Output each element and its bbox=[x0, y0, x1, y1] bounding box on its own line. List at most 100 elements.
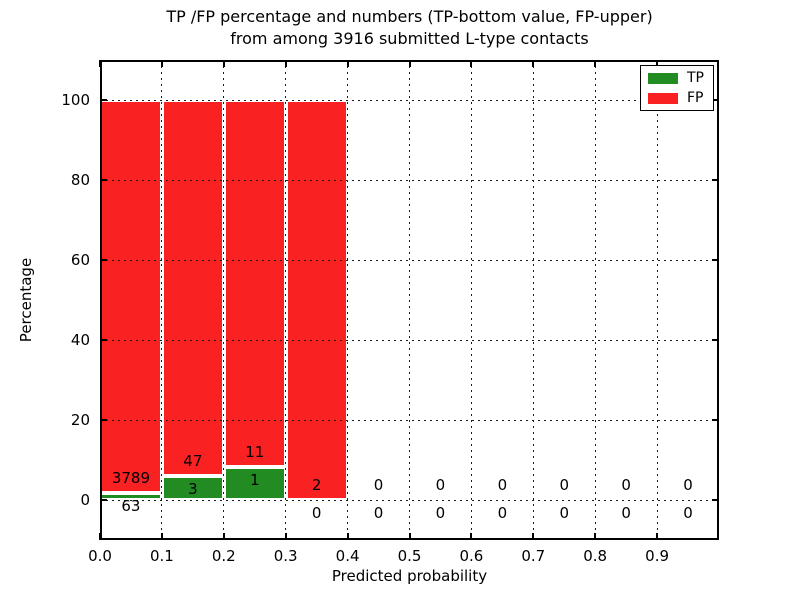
x-tick-label: 0.3 bbox=[273, 547, 298, 565]
y-tick-label: 40 bbox=[70, 331, 90, 349]
horizontal-gridline bbox=[100, 419, 719, 421]
x-tick-label: 0.6 bbox=[459, 547, 484, 565]
chart-title-line2: from among 3916 submitted L-type contact… bbox=[230, 29, 589, 48]
y-tick-mark-right bbox=[712, 179, 719, 181]
x-tick-label: 0.1 bbox=[149, 547, 174, 565]
x-tick-mark-bottom bbox=[284, 533, 287, 540]
bar-value-labels-layer: 3789 63 47 3 11 1 2 0 0 0 0 0 0 0 0 0 0 0 0 0 bbox=[100, 60, 719, 540]
fp-count-label: 0 bbox=[497, 476, 508, 494]
x-tick-mark-top bbox=[284, 60, 287, 67]
legend-item-tp: TP bbox=[648, 71, 704, 85]
x-tick-mark-top bbox=[160, 60, 163, 67]
chart-title-line1: TP /FP percentage and numbers (TP-bottom… bbox=[166, 7, 653, 26]
tp-count-label: 0 bbox=[621, 504, 631, 522]
fp-bar-segment bbox=[223, 100, 286, 467]
y-tick-label: 0 bbox=[80, 491, 90, 509]
y-axis-label: Percentage bbox=[17, 257, 35, 343]
legend-label-tp: TP bbox=[687, 70, 704, 86]
tp-count-label: 0 bbox=[559, 504, 570, 522]
x-tick-label: 0.9 bbox=[645, 547, 670, 565]
y-tick-label: 20 bbox=[70, 411, 90, 429]
tp-count-label: 0 bbox=[311, 504, 322, 522]
x-tick-mark-top bbox=[408, 60, 411, 67]
x-tick-mark-top bbox=[594, 60, 597, 67]
tp-count-label: 0 bbox=[373, 504, 384, 522]
x-tick-mark-bottom bbox=[222, 533, 225, 540]
fp-count-label: 0 bbox=[621, 476, 631, 494]
bars-layer bbox=[100, 60, 719, 540]
x-tick-mark-bottom bbox=[656, 533, 659, 540]
vertical-gridline bbox=[532, 60, 534, 540]
y-tick-mark-right bbox=[712, 339, 719, 341]
y-tick-mark-left bbox=[100, 499, 107, 501]
legend-swatch-tp bbox=[648, 72, 678, 84]
y-tick-mark-left bbox=[100, 99, 107, 101]
y-tick-mark-right bbox=[712, 419, 719, 421]
chart-title: TP /FP percentage and numbers (TP-bottom… bbox=[100, 6, 719, 50]
x-tick-label: 0.0 bbox=[88, 547, 112, 565]
y-tick-mark-left bbox=[100, 419, 107, 421]
horizontal-gridline bbox=[100, 179, 719, 181]
y-tick-label: 80 bbox=[70, 171, 90, 189]
vertical-gridline bbox=[285, 60, 287, 540]
tp-bar-segment bbox=[223, 466, 286, 500]
x-tick-mark-bottom bbox=[532, 533, 535, 540]
horizontal-gridline bbox=[100, 339, 719, 341]
tp-count-label: 0 bbox=[683, 504, 693, 522]
y-tick-mark-left bbox=[100, 339, 107, 341]
legend-item-fp: FP bbox=[648, 91, 704, 105]
fp-bar-segment bbox=[100, 100, 162, 494]
y-tick-mark-right bbox=[712, 499, 719, 501]
vertical-gridline bbox=[161, 60, 163, 540]
x-tick-mark-top bbox=[470, 60, 473, 67]
gridlines-layer bbox=[100, 60, 719, 540]
vertical-gridline bbox=[594, 60, 596, 540]
fp-count-label: 47 bbox=[183, 452, 203, 470]
x-tick-label: 0.2 bbox=[211, 547, 236, 565]
vertical-gridline bbox=[409, 60, 410, 540]
vertical-gridline bbox=[347, 60, 349, 540]
fp-bar-segment bbox=[161, 100, 224, 476]
legend-swatch-fp bbox=[648, 92, 678, 104]
tp-count-label: 0 bbox=[435, 504, 446, 522]
vertical-gridline bbox=[223, 60, 225, 540]
horizontal-gridline bbox=[100, 499, 719, 501]
x-axis-label: Predicted probability bbox=[331, 567, 488, 585]
tp-count-label: 3 bbox=[188, 480, 198, 498]
fp-count-label: 0 bbox=[559, 476, 570, 494]
fp-count-label: 3789 bbox=[111, 469, 151, 488]
fp-count-label: 0 bbox=[373, 476, 384, 494]
vertical-gridline bbox=[470, 60, 472, 540]
x-tick-label: 0.4 bbox=[335, 547, 360, 565]
tick-marks-layer bbox=[99, 60, 719, 540]
x-tick-mark-bottom bbox=[346, 533, 349, 540]
fp-bar-segment bbox=[285, 100, 348, 500]
fp-count-label: 0 bbox=[435, 476, 446, 494]
tp-bar-segment bbox=[161, 476, 224, 500]
tp-count-label: 0 bbox=[497, 504, 508, 522]
y-tick-label: 60 bbox=[70, 251, 90, 269]
fp-count-label: 2 bbox=[311, 476, 322, 494]
legend-label-fp: FP bbox=[687, 90, 704, 106]
x-tick-mark-bottom bbox=[470, 533, 473, 540]
y-tick-mark-right bbox=[712, 259, 719, 261]
fp-count-label: 0 bbox=[683, 476, 693, 494]
y-tick-label: 100 bbox=[61, 91, 90, 109]
x-tick-mark-bottom bbox=[594, 533, 597, 540]
plot-area: 3789 63 47 3 11 1 2 0 0 0 0 0 0 0 0 0 0 0 0 0 TP FP bbox=[99, 60, 719, 540]
x-tick-label: 0.7 bbox=[521, 547, 546, 565]
horizontal-gridline bbox=[100, 259, 719, 261]
x-tick-label: 0.5 bbox=[397, 547, 422, 565]
y-tick-mark-left bbox=[100, 179, 107, 181]
vertical-gridline bbox=[656, 60, 658, 540]
x-tick-label: 0.8 bbox=[583, 547, 608, 565]
x-tick-mark-top bbox=[532, 60, 535, 67]
x-tick-mark-bottom bbox=[160, 533, 163, 540]
x-tick-mark-top bbox=[656, 60, 659, 67]
y-tick-mark-right bbox=[712, 99, 719, 101]
x-tick-mark-bottom bbox=[408, 533, 411, 540]
x-tick-mark-top bbox=[346, 60, 349, 67]
x-tick-mark-top bbox=[222, 60, 225, 67]
legend: TP FP bbox=[640, 65, 714, 111]
